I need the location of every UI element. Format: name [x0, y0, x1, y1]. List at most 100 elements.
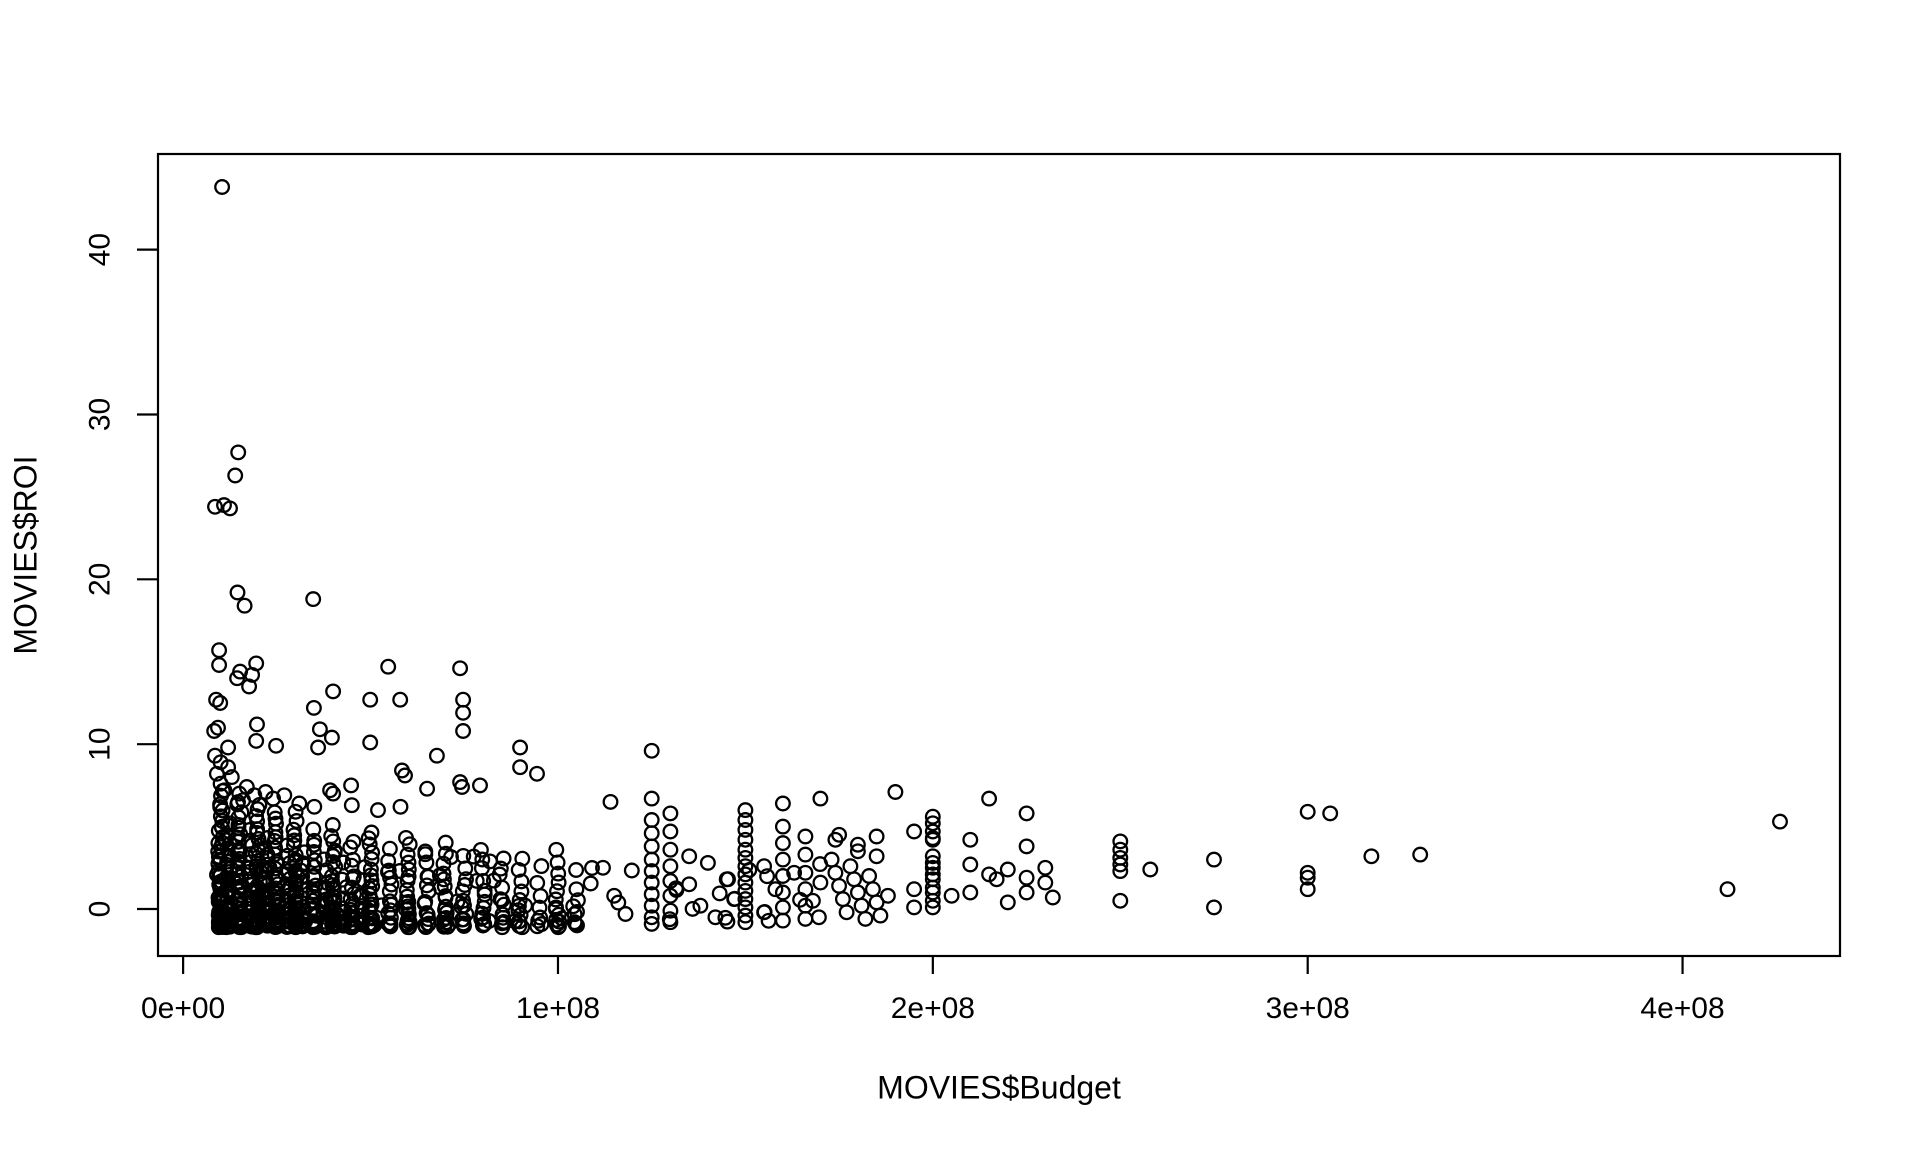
- data-point: [323, 828, 340, 845]
- data-point: [285, 821, 302, 838]
- data-point: [511, 913, 528, 930]
- data-point: [335, 854, 352, 871]
- data-point: [514, 850, 531, 867]
- data-point: [582, 875, 599, 892]
- data-point: [210, 843, 227, 860]
- data-point: [924, 808, 941, 825]
- data-point: [759, 868, 776, 885]
- data-point: [924, 854, 941, 871]
- data-point: [774, 868, 791, 884]
- data-point: [472, 777, 488, 794]
- data-point: [259, 912, 276, 929]
- data-point: [353, 907, 370, 924]
- x-axis-title: MOVIES$Budget: [877, 1069, 1121, 1106]
- data-point: [306, 798, 323, 815]
- data-point: [208, 691, 225, 708]
- data-point: [774, 899, 791, 916]
- data-point: [737, 858, 754, 875]
- data-point: [662, 914, 679, 931]
- data-point: [566, 906, 583, 923]
- data-point: [1772, 813, 1788, 830]
- x-tick-label: 1e+08: [516, 992, 600, 1025]
- data-point: [496, 914, 513, 931]
- data-point: [737, 802, 754, 819]
- data-point: [364, 878, 381, 895]
- data-point: [662, 902, 679, 919]
- data-point: [737, 841, 754, 858]
- data-point: [1112, 856, 1129, 873]
- data-point: [549, 883, 565, 900]
- data-point: [419, 780, 436, 797]
- data-point: [305, 844, 322, 860]
- data-point: [924, 892, 941, 909]
- data-point: [1363, 848, 1380, 865]
- data-point: [277, 866, 294, 883]
- data-point: [849, 843, 866, 860]
- data-point: [842, 858, 859, 875]
- data-point: [208, 765, 225, 782]
- data-point: [343, 777, 360, 794]
- data-point: [981, 790, 998, 807]
- data-point: [209, 866, 225, 883]
- data-point: [846, 871, 863, 888]
- data-point: [481, 913, 497, 929]
- data-point: [363, 872, 380, 889]
- data-point: [1112, 833, 1129, 850]
- data-point: [288, 813, 305, 829]
- data-point: [529, 918, 546, 935]
- data-point: [206, 723, 223, 739]
- data-point: [364, 844, 381, 861]
- data-point: [681, 848, 698, 865]
- data-point: [454, 779, 470, 795]
- data-point: [643, 812, 660, 828]
- data-point: [324, 817, 341, 833]
- data-point: [756, 904, 773, 921]
- data-point: [774, 835, 791, 852]
- data-point: [482, 853, 498, 870]
- data-point: [797, 881, 814, 898]
- data-point: [662, 841, 679, 858]
- data-point: [211, 894, 228, 911]
- x-tick-label: 2e+08: [891, 992, 975, 1025]
- data-point: [786, 864, 803, 881]
- data-point: [999, 894, 1016, 911]
- data-point: [428, 747, 445, 764]
- y-axis: 0 10 20 30 40: [84, 233, 158, 917]
- data-point: [1112, 892, 1129, 909]
- data-point: [1719, 881, 1736, 898]
- data-point: [643, 886, 660, 903]
- data-point: [699, 854, 716, 871]
- data-point: [1142, 861, 1159, 878]
- data-point: [737, 874, 754, 891]
- data-point: [1044, 889, 1061, 906]
- data-point: [737, 849, 754, 866]
- data-point: [380, 864, 396, 880]
- data-point: [251, 917, 268, 934]
- data-point: [381, 840, 398, 857]
- data-point: [1018, 805, 1035, 822]
- data-point: [220, 739, 237, 756]
- data-point: [924, 823, 941, 840]
- data-point: [315, 851, 332, 868]
- data-point: [864, 881, 881, 898]
- y-tick-label: 40: [84, 233, 117, 266]
- x-axis: 0e+00 1e+08 2e+08 3e+08 4e+08: [141, 956, 1725, 1025]
- data-point: [1299, 864, 1316, 881]
- data-point: [417, 893, 434, 910]
- data-point: [1018, 869, 1035, 886]
- data-point: [323, 729, 340, 746]
- y-tick-label: 10: [84, 727, 117, 760]
- data-point: [325, 912, 342, 929]
- data-point: [343, 797, 360, 814]
- data-point: [366, 917, 383, 933]
- data-point: [307, 877, 324, 894]
- data-point: [1299, 869, 1316, 886]
- data-point: [230, 444, 247, 461]
- data-point: [216, 782, 233, 799]
- data-point: [924, 884, 941, 901]
- data-point: [363, 851, 380, 868]
- data-point: [268, 815, 284, 832]
- data-point: [455, 847, 472, 864]
- data-point: [219, 817, 236, 834]
